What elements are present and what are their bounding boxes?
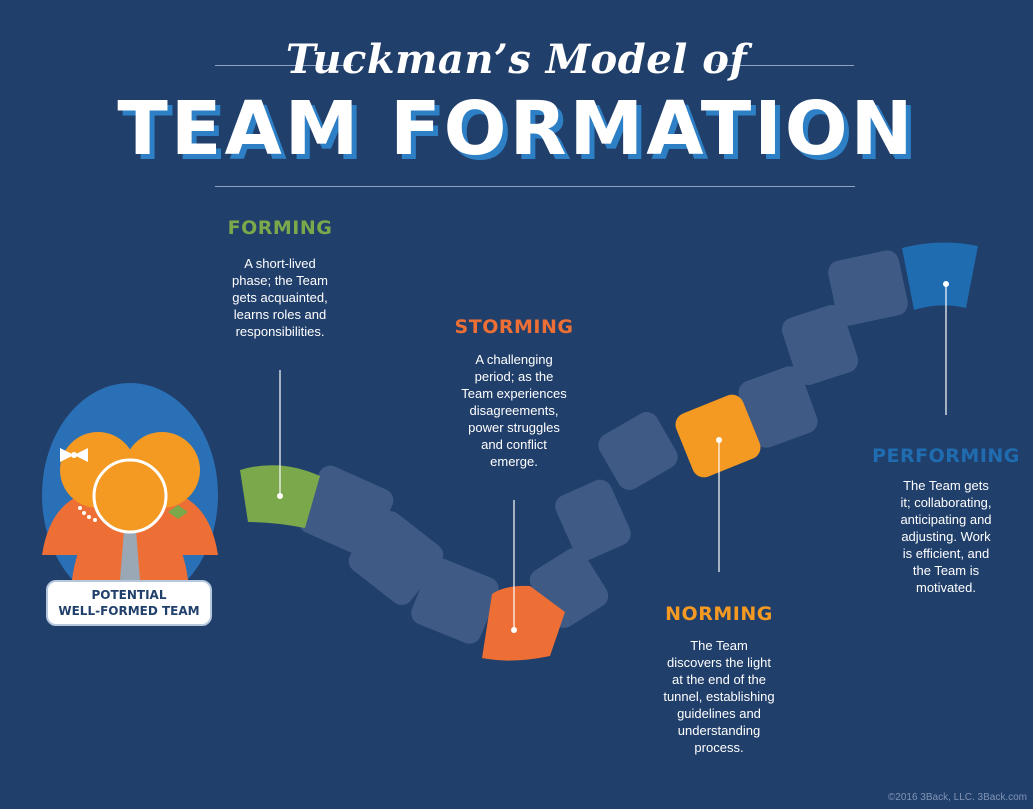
title-line-1: Tuckman’s Model of (285, 36, 748, 83)
performing-tile (902, 242, 978, 310)
team-badge-line1: POTENTIAL (91, 588, 167, 602)
title-rule-top (215, 65, 353, 66)
forming-title: FORMING (227, 217, 333, 239)
team-badge-line2: WELL-FORMED TEAM (58, 604, 200, 618)
path-tile (781, 304, 859, 386)
bow-icon (60, 448, 88, 462)
team-badge: POTENTIAL WELL-FORMED TEAM (46, 580, 212, 626)
norming-title: NORMING (665, 603, 773, 625)
path-tile (598, 412, 678, 490)
forming-description: A short-lived phase; the Team gets acquain… (232, 256, 328, 339)
performing-title: PERFORMING (872, 445, 1020, 467)
storming-title: STORMING (454, 316, 574, 338)
title-rule-bottom (215, 186, 855, 187)
page-title: TEAM FORMATION (117, 86, 916, 172)
tie-icon (120, 530, 140, 580)
performing-description: The Team gets it; collaborating, anticipat… (900, 478, 992, 595)
path-tile (411, 558, 499, 644)
path-tile (828, 250, 908, 326)
person-center-head (92, 458, 168, 534)
path-tile (738, 366, 818, 448)
title-rule-top-right (716, 65, 854, 66)
tie-icon-right (168, 505, 188, 519)
norming-tile (675, 394, 761, 478)
performing-dot (943, 281, 949, 287)
storming-dot (511, 627, 517, 633)
winding-path (298, 250, 908, 644)
norming-dot (716, 437, 722, 443)
storming-description: A challenging period; as the Team experien… (461, 352, 567, 469)
path-tile (348, 511, 444, 605)
necklace-icon (78, 506, 97, 522)
norming-description: The Team discovers the light at the end of… (663, 638, 775, 755)
path-tile (555, 479, 631, 561)
storming-tile (482, 585, 565, 661)
copyright: ©2016 3Back, LLC. 3Back.com (887, 792, 1027, 803)
team-people-icon (42, 383, 218, 607)
forming-dot (277, 493, 283, 499)
